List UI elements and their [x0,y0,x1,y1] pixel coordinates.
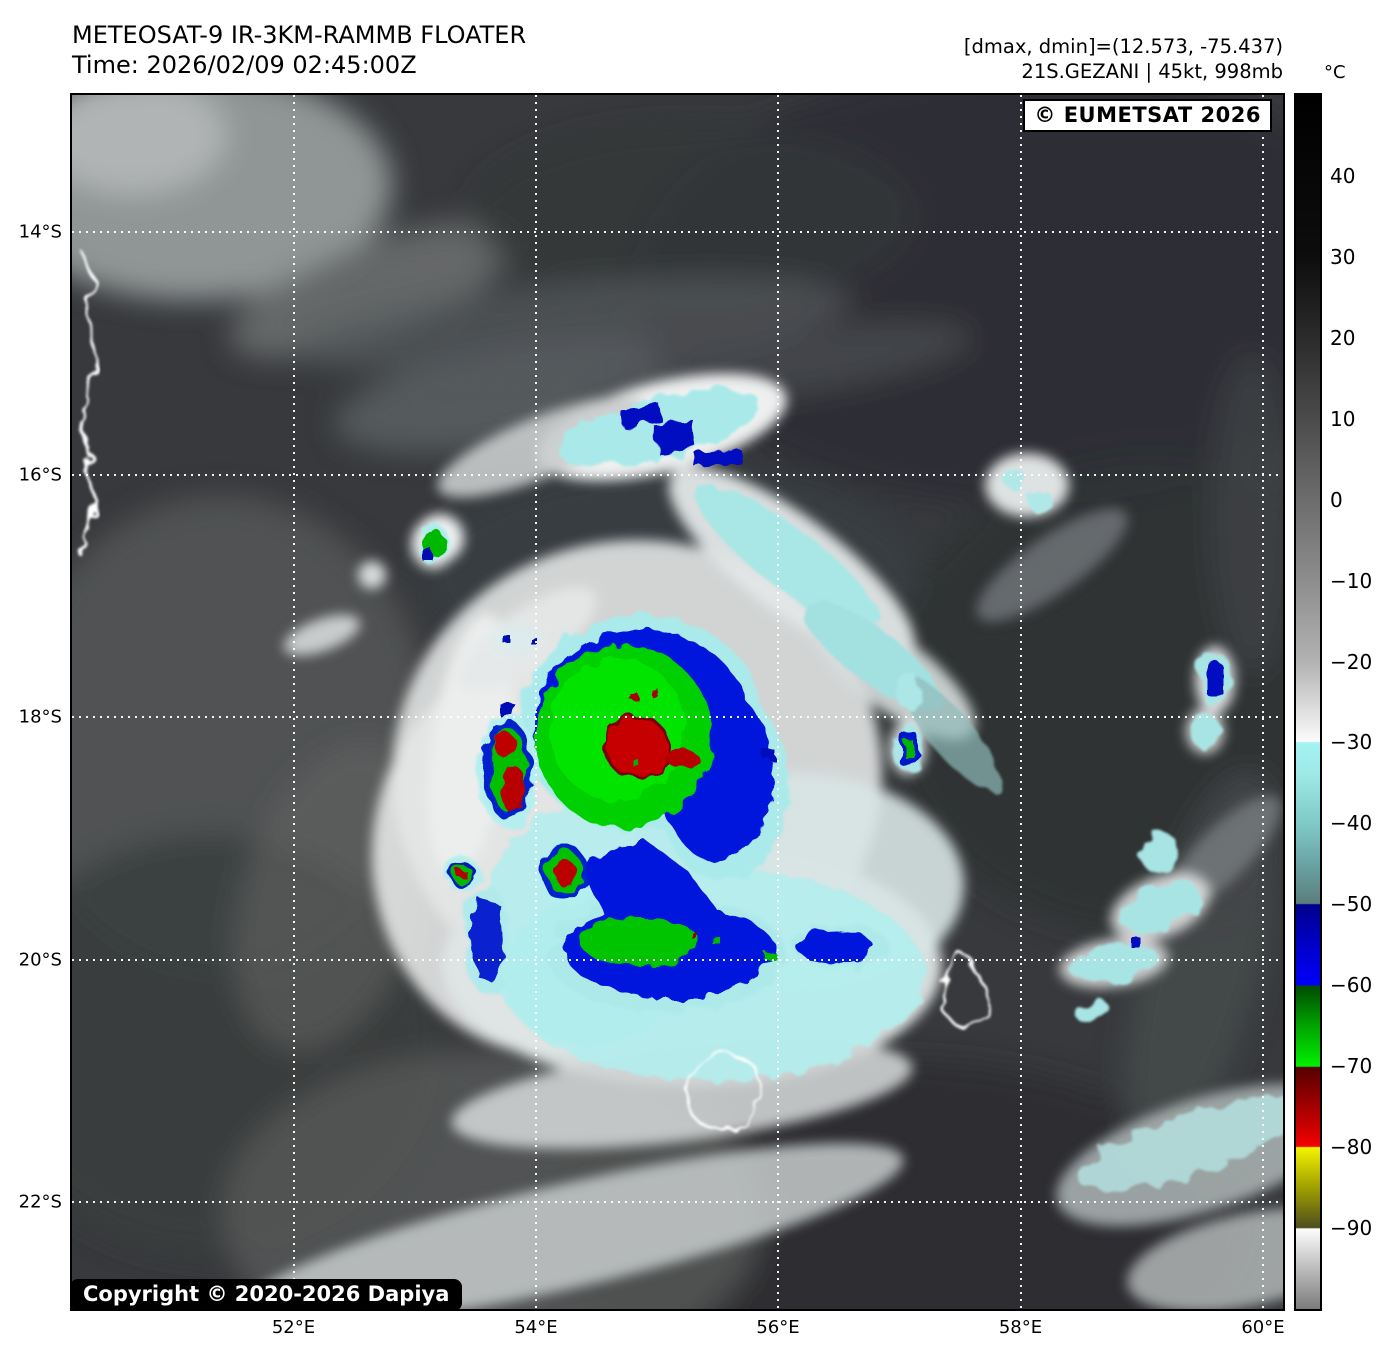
reunion-outline [685,1052,764,1131]
lat-tick-label: 16°S [18,464,62,485]
gridline-latitude [72,1201,1283,1203]
colorbar-tick-label: −50 [1330,892,1373,917]
colorbar-tick-label: −40 [1330,811,1373,836]
west-convective-cells [422,528,588,900]
colorbar-tick-label: −70 [1330,1054,1373,1079]
gridline-longitude [777,95,779,1309]
lat-tick-label: 14°S [18,221,62,243]
gridline-latitude [72,231,1283,233]
gridline-latitude [72,473,1283,476]
lat-tick-label: 18°S [18,706,62,728]
cyclone-cold-core [422,404,1222,1001]
geography [74,247,991,1131]
colorbar-tick-label: −90 [1330,1216,1373,1241]
header-right: [dmax, dmin]=(12.573, -75.437) 21S.GEZANI… [964,34,1283,85]
copyright-badge: Copyright © 2020-2026 Dapiya [70,1279,463,1311]
page-title: METEOSAT-9 IR-3KM-RAMMB FLOATER Time: 202… [72,20,526,80]
lon-tick-label: 60°E [1241,1317,1285,1338]
colorbar-tick-label: −20 [1330,649,1373,674]
east-small-cells [899,661,1222,948]
lat-tick-label: 22°S [18,1191,62,1213]
lat-tick-label: 20°S [18,949,62,970]
colorbar-tick-label: −30 [1330,730,1373,755]
title-line: METEOSAT-9 IR-3KM-RAMMB FLOATER [72,21,527,49]
colorbar-tick-label: 30 [1330,244,1356,269]
colorbar-tick-label: −80 [1330,1135,1373,1160]
lon-tick-label: 54°E [514,1317,558,1338]
gridline-latitude [72,716,1283,718]
gridline-longitude [1019,95,1022,1309]
dminmax-line: [dmax, dmin]=(12.573, -75.437) [963,35,1283,58]
colorbar-tick-label: −60 [1330,973,1373,998]
lon-tick-label: 56°E [756,1317,800,1338]
time-line: Time: 2026/02/09 02:45:00Z [72,51,417,79]
colorbar [1294,93,1322,1311]
north-band-cold-cells [620,404,743,469]
storm-info-line: 21S.GEZANI | 45kt, 998mb [1021,60,1283,84]
satellite-map: © EUMETSAT 2026 Copyright © 2020-2026 Da… [70,93,1285,1311]
gridline-longitude [1262,95,1264,1309]
colorbar-tick-label: 10 [1330,406,1356,431]
gridline-latitude [72,958,1283,961]
gridline-longitude [292,95,295,1309]
colorbar-tick-label: −10 [1330,568,1373,593]
lon-tick-label: 58°E [998,1317,1043,1338]
colorbar-tick-label: 0 [1330,487,1343,512]
madagascar-coastline [74,247,99,553]
gridline-longitude [535,95,537,1309]
eumetsat-badge: © EUMETSAT 2026 [1023,99,1272,132]
colorbar-tick-label: 20 [1330,325,1356,350]
lon-tick-label: 52°E [271,1317,316,1338]
mauritius-outline [940,953,991,1028]
satellite-image [72,95,1283,1309]
colorbar-tick-label: 40 [1330,163,1356,188]
colorbar-unit-label: °C [1324,62,1346,83]
